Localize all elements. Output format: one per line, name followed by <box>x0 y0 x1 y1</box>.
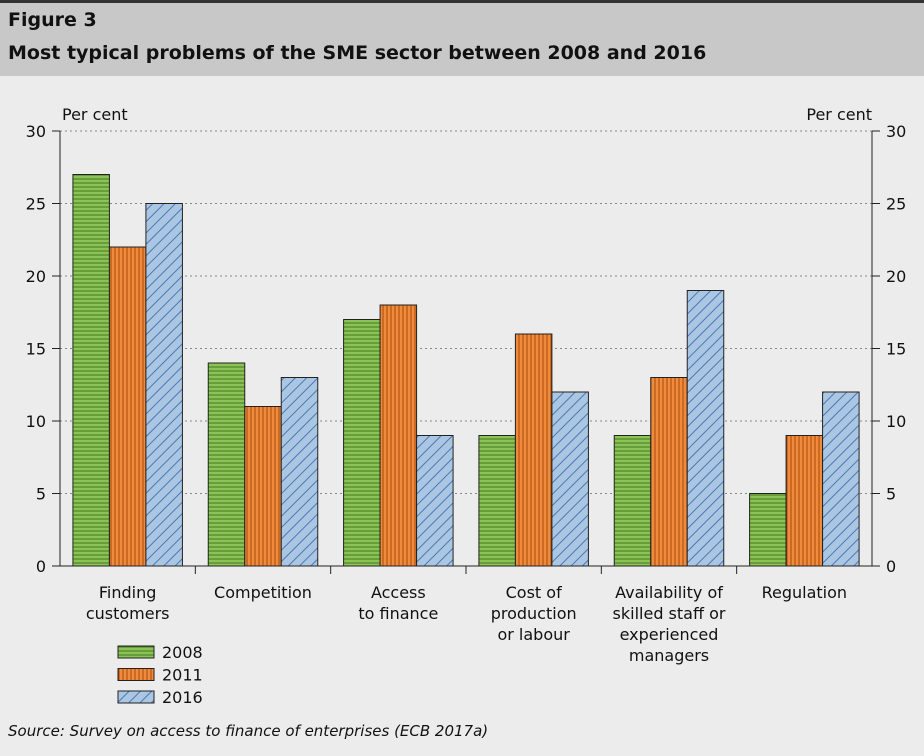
bar <box>416 435 454 567</box>
bar <box>686 290 725 567</box>
legend-label: 2011 <box>162 666 203 685</box>
y-tick-label: 30 <box>26 122 46 141</box>
bar <box>280 377 319 567</box>
y2-tick-label: 20 <box>886 267 906 286</box>
y2-tick-label: 10 <box>886 412 906 431</box>
bar <box>207 362 246 567</box>
y2-tick-label: 25 <box>886 195 906 214</box>
bar <box>749 493 787 567</box>
y2-axis-label: Per cent <box>806 105 872 124</box>
legend-swatch <box>117 690 155 704</box>
bar <box>343 319 381 567</box>
x-tick-label: Access <box>371 583 426 602</box>
x-tick-label: customers <box>86 604 170 623</box>
bar <box>650 377 688 567</box>
x-tick-label: Finding <box>99 583 157 602</box>
legend-label: 2016 <box>162 688 203 707</box>
y-tick-label: 15 <box>26 340 46 359</box>
y-tick-label: 5 <box>36 485 46 504</box>
bar <box>379 304 418 567</box>
plot: 0 5 10 15 20 25 30 0 5 10 15 20 25 30 Finding customers… <box>26 122 907 707</box>
y-tick-label: 0 <box>36 557 46 576</box>
bar <box>822 391 860 567</box>
x-tick-label: Cost of <box>506 583 562 602</box>
x-tick-label: experienced <box>620 625 719 644</box>
x-tick-label: Regulation <box>762 583 847 602</box>
x-tick-label: managers <box>629 646 709 665</box>
legend-swatch <box>117 668 155 681</box>
y2-tick-label: 30 <box>886 122 906 141</box>
y2-tick-label: 0 <box>886 557 896 576</box>
x-tick-label: Availability of <box>615 583 723 602</box>
header-band <box>0 0 924 76</box>
y-axis-label: Per cent <box>62 105 128 124</box>
x-tick-label: Competition <box>214 583 312 602</box>
source-note: Source: Survey on access to finance of e… <box>8 722 488 740</box>
x-tick-label: skilled staff or <box>613 604 726 623</box>
bar <box>785 435 824 567</box>
legend-label: 2008 <box>162 643 203 662</box>
x-tick-label: or labour <box>497 625 570 644</box>
x-tick-label: production <box>491 604 577 623</box>
bar <box>108 246 147 567</box>
bar <box>514 333 553 567</box>
figure-label: Figure 3 <box>8 9 97 31</box>
x-tick-label: to finance <box>358 604 438 623</box>
bar <box>145 203 183 567</box>
bar <box>613 435 652 567</box>
top-rule <box>0 0 924 3</box>
bar <box>551 391 589 567</box>
legend-swatch <box>117 645 155 659</box>
bar <box>244 406 282 567</box>
bar <box>72 174 110 567</box>
y-tick-label: 25 <box>26 195 46 214</box>
y-tick-label: 20 <box>26 267 46 286</box>
y-tick-label: 10 <box>26 412 46 431</box>
chart-title: Most typical problems of the SME sector … <box>8 42 706 64</box>
y2-tick-label: 5 <box>886 485 896 504</box>
bar <box>478 435 516 567</box>
y2-tick-label: 15 <box>886 340 906 359</box>
